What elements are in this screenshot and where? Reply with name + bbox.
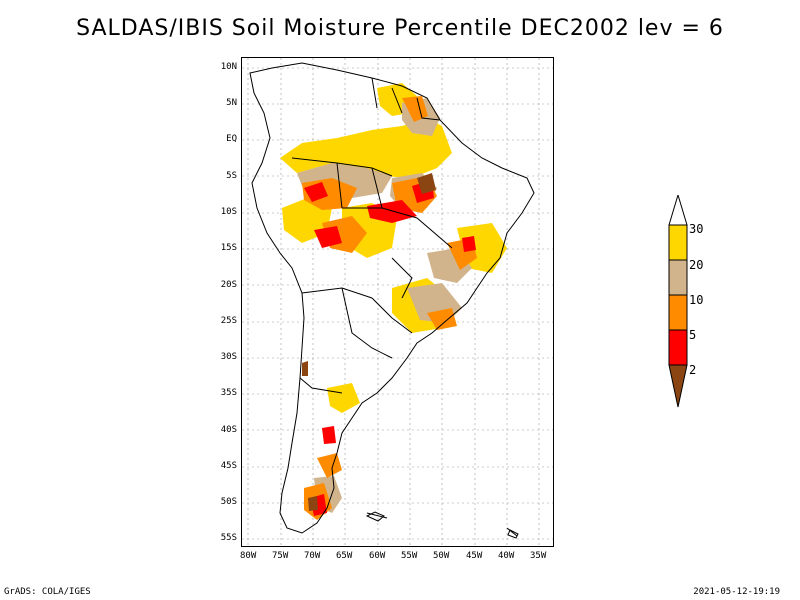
lon-label: 35W: [530, 551, 547, 561]
lat-label: 25S: [220, 316, 237, 326]
colorbar-segment-5-10: [668, 294, 688, 331]
lat-label: 50S: [220, 497, 237, 507]
colorbar-segment-20-30: [668, 224, 688, 261]
coastlines: [249, 62, 535, 537]
colorbar-segment-10-20: [668, 259, 688, 296]
lon-label: 60W: [369, 551, 386, 561]
lat-label: 15S: [220, 243, 237, 253]
lat-label: 30S: [220, 352, 237, 362]
colorbar-label: 20: [689, 258, 704, 272]
colorbar-top-arrow: [668, 195, 688, 226]
map-canvas: [242, 58, 553, 546]
lat-label: 55S: [220, 533, 237, 543]
lon-label: 50W: [433, 551, 450, 561]
lon-label: 65W: [336, 551, 353, 561]
lon-label: 55W: [401, 551, 418, 561]
lat-label: 5N: [226, 98, 237, 108]
lat-label: 45S: [220, 461, 237, 471]
lat-label: 10S: [220, 207, 237, 217]
colorbar-segment-2-5: [668, 329, 688, 366]
colorbar-label: 2: [689, 363, 697, 377]
lat-label: 5S: [226, 171, 237, 181]
lat-label: 35S: [220, 388, 237, 398]
lat-label: 10N: [220, 62, 237, 72]
lon-label: 40W: [498, 551, 515, 561]
footer-credit: GrADS: COLA/IGES: [4, 587, 91, 597]
lat-label: 20S: [220, 280, 237, 290]
lat-label: 40S: [220, 425, 237, 435]
colorbar: [668, 195, 688, 408]
colorbar-label: 10: [689, 293, 704, 307]
lon-label: 70W: [304, 551, 321, 561]
colorbar-bottom-arrow: [668, 364, 688, 408]
lon-label: 45W: [466, 551, 483, 561]
percentile-shading: [280, 83, 507, 520]
colorbar-label: 5: [689, 328, 697, 342]
islands: [365, 511, 519, 539]
lat-label: EQ: [226, 134, 237, 144]
map-frame: [241, 57, 554, 547]
colorbar-label: 30: [689, 222, 704, 236]
map-title: SALDAS/IBIS Soil Moisture Percentile DEC…: [76, 16, 724, 41]
footer-timestamp: 2021-05-12-19:19: [693, 587, 780, 597]
lon-label: 75W: [272, 551, 289, 561]
lon-label: 80W: [240, 551, 257, 561]
